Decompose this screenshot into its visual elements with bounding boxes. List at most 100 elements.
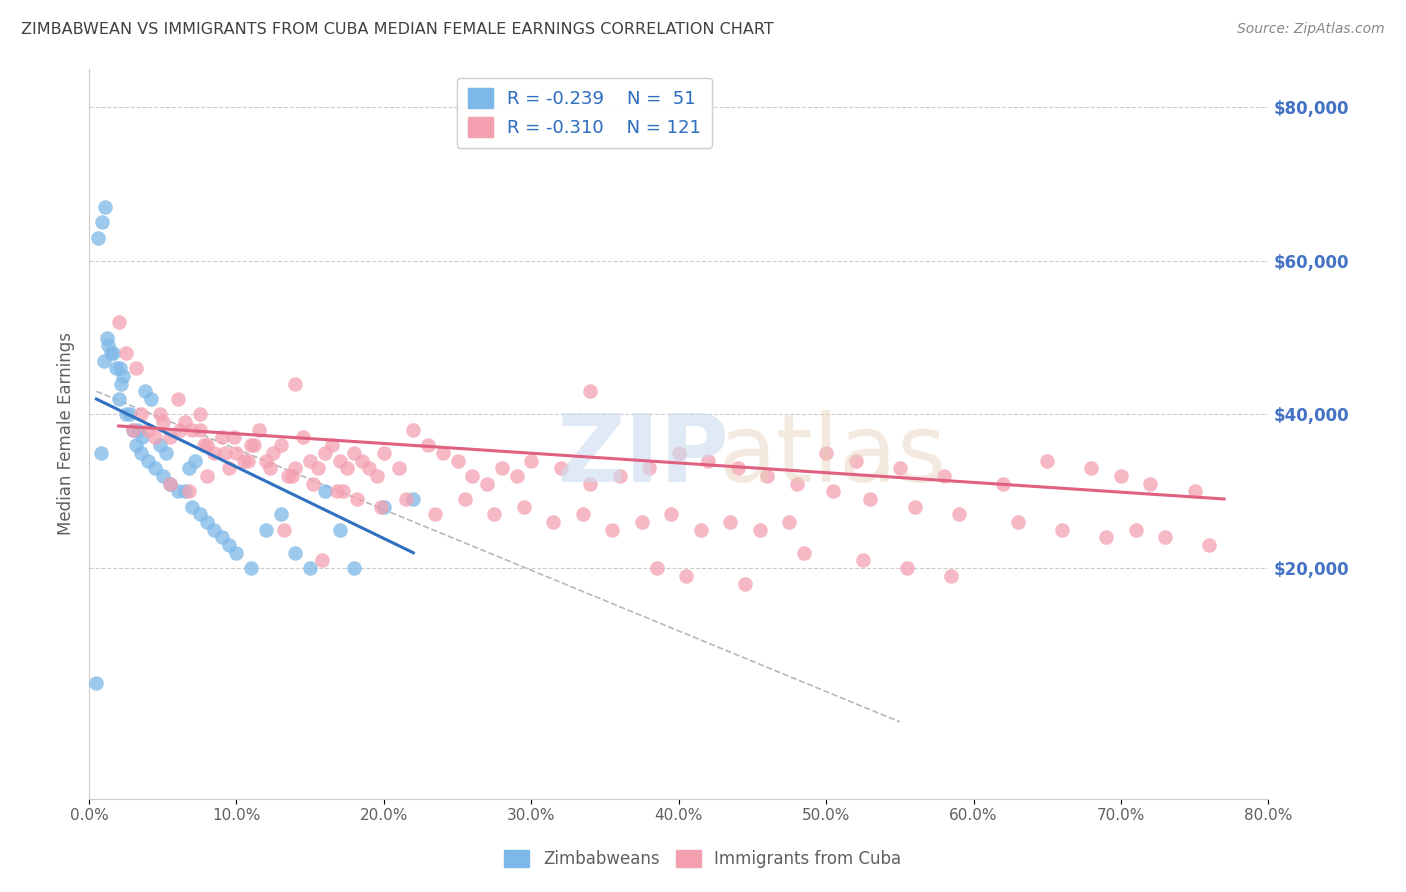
Point (122, 423, 145, 437)
Point (373, 446, 395, 460)
Point (786, 476, 808, 491)
Point (145, 461, 167, 475)
Point (299, 561, 322, 575)
Point (243, 438, 266, 452)
Point (136, 453, 159, 467)
Point (734, 576, 756, 591)
Point (889, 461, 911, 475)
Point (120, 408, 142, 422)
Point (195, 515, 218, 529)
Point (329, 523, 352, 537)
Text: Source: ZipAtlas.com: Source: ZipAtlas.com (1237, 22, 1385, 37)
Point (461, 469, 484, 483)
Point (572, 508, 595, 522)
Point (370, 500, 392, 514)
Point (173, 415, 195, 429)
Point (579, 384, 602, 399)
Point (218, 461, 240, 475)
Point (1050, 523, 1073, 537)
Point (127, 423, 149, 437)
Point (941, 569, 963, 583)
Point (218, 538, 240, 552)
Point (484, 508, 506, 522)
Point (145, 430, 167, 444)
Point (475, 476, 498, 491)
Point (107, 392, 129, 406)
Point (697, 453, 720, 467)
Point (311, 553, 333, 567)
Point (202, 523, 225, 537)
Point (225, 546, 247, 560)
Point (152, 469, 174, 483)
Point (718, 515, 741, 529)
Point (159, 476, 181, 491)
Point (129, 446, 152, 460)
Point (166, 392, 188, 406)
Point (131, 430, 153, 444)
Point (284, 546, 307, 560)
Point (602, 523, 624, 537)
Point (93, 353, 115, 368)
Point (1198, 538, 1220, 552)
Point (270, 508, 292, 522)
Point (579, 476, 602, 491)
Point (262, 446, 284, 460)
Point (543, 515, 565, 529)
Point (778, 515, 800, 529)
Point (86, 676, 108, 690)
Point (302, 476, 325, 491)
Point (432, 446, 454, 460)
Point (273, 523, 295, 537)
Point (247, 423, 270, 437)
Point (202, 446, 225, 460)
Point (214, 446, 236, 460)
Point (136, 423, 159, 437)
Point (238, 453, 260, 467)
Point (689, 523, 711, 537)
Point (859, 491, 882, 506)
Point (188, 508, 211, 522)
Point (222, 430, 245, 444)
Point (169, 423, 191, 437)
Legend: R = -0.239    N =  51, R = -0.310    N = 121: R = -0.239 N = 51, R = -0.310 N = 121 (457, 78, 711, 148)
Point (152, 415, 174, 429)
Point (270, 438, 292, 452)
Point (211, 430, 233, 444)
Point (122, 423, 145, 437)
Point (225, 446, 247, 460)
Point (359, 461, 381, 475)
Point (402, 423, 425, 437)
Point (425, 508, 447, 522)
Point (87, 230, 110, 244)
Point (350, 453, 373, 467)
Point (181, 500, 204, 514)
Point (181, 423, 204, 437)
Text: ZIMBABWEAN VS IMMIGRANTS FROM CUBA MEDIAN FEMALE EARNINGS CORRELATION CHART: ZIMBABWEAN VS IMMIGRANTS FROM CUBA MEDIA… (21, 22, 773, 37)
Point (129, 408, 152, 422)
Point (254, 453, 277, 467)
Point (343, 446, 366, 460)
Point (159, 476, 181, 491)
Legend: Zimbabweans, Immigrants from Cuba: Zimbabweans, Immigrants from Cuba (498, 843, 908, 875)
Point (179, 484, 201, 499)
Point (638, 461, 661, 475)
Point (149, 438, 172, 452)
Point (321, 438, 343, 452)
Point (631, 515, 654, 529)
Point (756, 469, 779, 483)
Point (852, 553, 875, 567)
Point (1036, 453, 1059, 467)
Point (336, 461, 359, 475)
Point (284, 461, 307, 475)
Point (505, 469, 527, 483)
Point (115, 346, 138, 360)
Point (110, 376, 132, 391)
Point (299, 453, 322, 467)
Point (343, 561, 366, 575)
Point (325, 484, 347, 499)
Point (1080, 461, 1102, 475)
Point (240, 561, 263, 575)
Y-axis label: Median Female Earnings: Median Female Earnings (58, 332, 75, 535)
Point (896, 561, 918, 575)
Point (284, 376, 307, 391)
